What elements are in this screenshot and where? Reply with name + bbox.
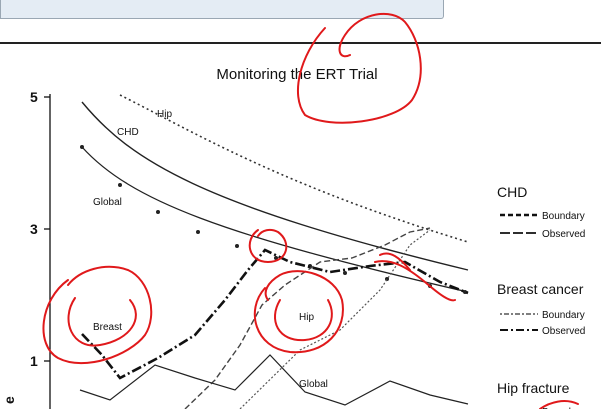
curve-label-global-observed: Global xyxy=(299,379,328,390)
curve-label-breast: Breast xyxy=(93,322,122,333)
hip-boundary-line xyxy=(119,94,469,243)
legend-breast-boundary: Boundary xyxy=(542,310,585,321)
pen-circle-breast-inner xyxy=(67,297,137,347)
data-point xyxy=(343,271,347,275)
curve-label-hip-observed: Hip xyxy=(299,312,314,323)
curve-label-global: Global xyxy=(93,197,122,208)
global-observed-line xyxy=(79,354,469,406)
divider-line xyxy=(0,42,601,44)
data-point xyxy=(235,244,239,248)
chart-title: Monitoring the ERT Trial xyxy=(216,66,377,83)
breast-observed-line xyxy=(81,248,469,380)
hip-observed-line xyxy=(184,227,431,409)
legend-chd-observed: Observed xyxy=(542,229,585,240)
y-tick-label-3: 3 xyxy=(30,221,38,237)
pen-circle-hip xyxy=(253,270,344,354)
pen-circle-breast xyxy=(42,265,153,365)
pen-stroke-legend xyxy=(539,400,579,409)
y-tick-label-5: 5 xyxy=(30,89,38,105)
legend-group-breast-cancer: Breast cancer xyxy=(497,281,584,297)
pen-circle-crossing xyxy=(248,228,288,263)
pen-stroke-right-small xyxy=(379,252,411,271)
curve-label-hip: Hip xyxy=(157,109,172,120)
global-boundary-line xyxy=(81,146,469,293)
data-point xyxy=(156,210,160,214)
y-axis-label-fragment: e xyxy=(1,396,17,404)
legend-group-hip-fracture: Hip fracture xyxy=(497,380,570,396)
data-point xyxy=(274,256,278,260)
legend-chd-boundary: Boundary xyxy=(542,211,585,222)
y-tick-label-1: 1 xyxy=(30,353,38,369)
pen-circle-title xyxy=(297,13,422,124)
pen-annotations xyxy=(42,13,579,409)
data-point xyxy=(196,230,200,234)
legend-group-chd: CHD xyxy=(497,184,527,200)
top-panel xyxy=(0,0,444,19)
global-boundary-markers xyxy=(80,145,467,294)
hip-observed-dotted-line xyxy=(239,229,431,409)
legend-breast-observed: Observed xyxy=(542,326,585,337)
pen-circle-hip-inner xyxy=(274,299,333,342)
curve-label-chd: CHD xyxy=(117,127,139,138)
data-point xyxy=(118,183,122,187)
data-point xyxy=(80,145,84,149)
chd-boundary-line xyxy=(81,101,469,271)
legend-hip-boundary: Boundary xyxy=(542,407,585,409)
pen-stroke-right xyxy=(374,260,456,302)
